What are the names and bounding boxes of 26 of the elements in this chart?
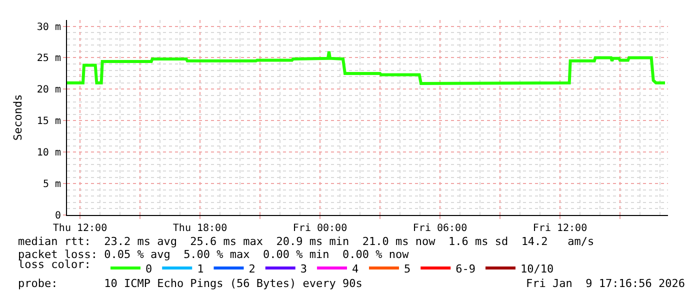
text: packet loss: 0.05 % avg 5.00 % max 0.00 % min 0.00 % now (18, 248, 410, 261)
text: probe: 10 ICMP Echo Pings (56 Bytes) every 90s (18, 277, 362, 290)
legend-label: 0 (145, 262, 152, 276)
legend-label: 1 (197, 262, 204, 276)
text: median rtt: 23.2 ms avg 25.6 ms max 20.9 ms min 21.0 ms now 1.6 ms sd 14.2 am/s (18, 235, 594, 248)
y-axis-title: Seconds (12, 94, 25, 141)
y-tick-label: 5 m (42, 179, 61, 190)
x-tick-label: Fri 06:00 (412, 223, 468, 234)
line-series (67, 50, 666, 86)
x-tick-label: Thu 12:00 (52, 223, 108, 234)
legend-label: 4 (352, 262, 359, 276)
y-tick-label: 15 m (36, 116, 61, 128)
x-tick-label: Fri 00:00 (292, 223, 348, 234)
legend-label: 5 (404, 262, 411, 276)
text: Fri Jan 9 17:16:56 2026 (526, 277, 685, 290)
x-tick-label: Thu 18:00 (172, 223, 228, 234)
legend-label: 10/10 (520, 262, 554, 276)
legend-label: 6-9 (456, 262, 476, 276)
y-tick-label: 20 m (36, 84, 61, 96)
y-tick-label: 30 m (36, 22, 61, 33)
legend-label: 2 (248, 262, 256, 276)
legend-label: 3 (300, 262, 307, 276)
y-tick-label: 0 (54, 210, 61, 222)
y-tick-label: 25 m (36, 53, 61, 64)
x-tick-label: Fri 12:00 (532, 223, 588, 234)
y-tick-label: 10 m (36, 148, 61, 159)
